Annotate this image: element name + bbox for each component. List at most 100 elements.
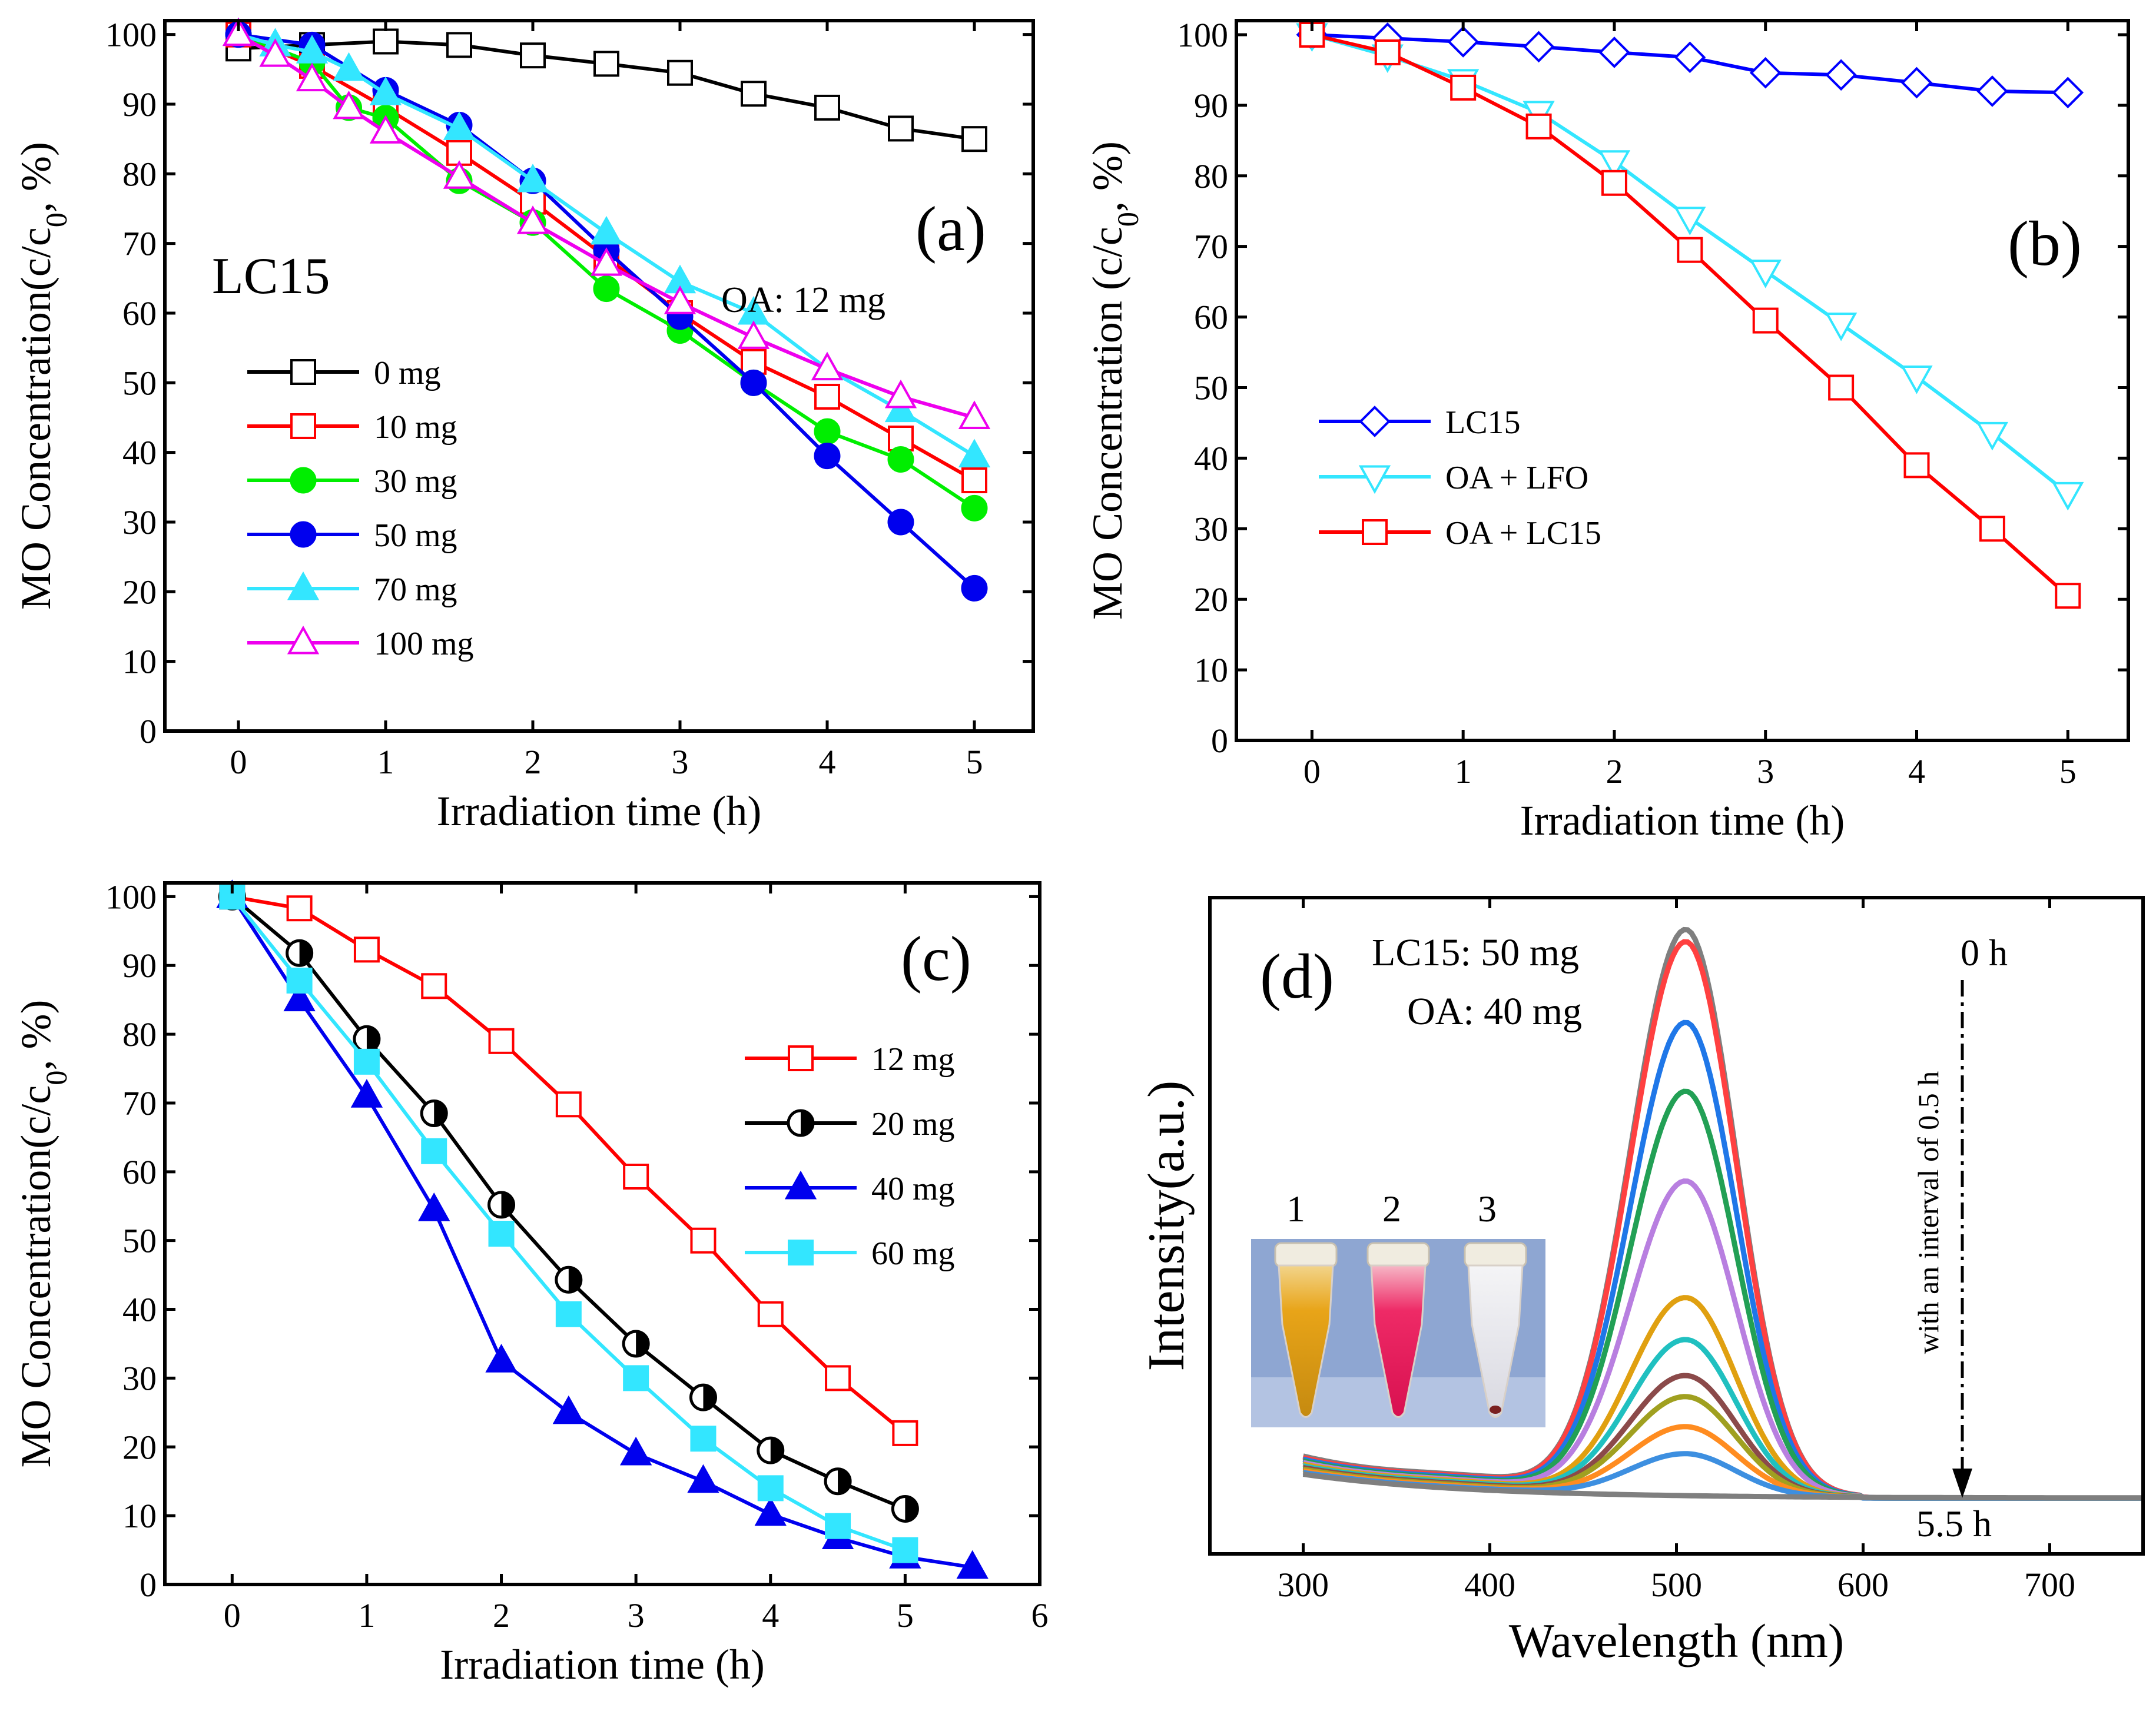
y-tick-label: 10 xyxy=(1194,651,1228,689)
data-point xyxy=(892,1537,918,1563)
x-tick-label: 6 xyxy=(1031,1596,1049,1635)
series-12-mg xyxy=(219,883,918,1446)
data-point xyxy=(1749,260,1782,288)
annotation-end-time: 5.5 h xyxy=(1916,1503,1992,1544)
series-line xyxy=(231,895,907,1435)
data-point xyxy=(690,1227,717,1254)
data-point xyxy=(373,28,399,55)
series-70-mg xyxy=(222,17,991,468)
annotation-lc15: LC15 xyxy=(212,248,330,305)
x-tick-label: 700 xyxy=(2024,1566,2075,1604)
data-point xyxy=(754,1497,787,1526)
data-point xyxy=(958,439,991,468)
data-point xyxy=(892,1420,918,1446)
series-40-mg xyxy=(216,879,989,1579)
series-oa-lc15 xyxy=(1299,21,2081,609)
y-tick-label: 100 xyxy=(105,16,157,54)
legend-marker xyxy=(287,571,320,600)
legend-label: 100 mg xyxy=(374,626,474,662)
x-tick-label: 0 xyxy=(224,1596,241,1635)
data-point xyxy=(1976,75,2008,107)
data-point xyxy=(488,1028,515,1054)
data-point xyxy=(814,443,841,470)
data-point xyxy=(1749,57,1782,89)
data-point xyxy=(2052,481,2084,511)
panel-d: 300 400 500 600 700 Wavelength (nm) Intensity(… xyxy=(1138,896,2145,1667)
legend-label: 50 mg xyxy=(374,517,457,554)
data-point xyxy=(487,1191,516,1219)
y-tick-label: 70 xyxy=(1194,228,1228,266)
x-tick-label: 500 xyxy=(1651,1566,1702,1604)
data-point xyxy=(757,1436,785,1464)
marker-half xyxy=(838,1469,851,1494)
data-point xyxy=(1900,366,1933,394)
data-point xyxy=(333,90,365,119)
data-point xyxy=(286,939,314,967)
data-point xyxy=(687,1464,719,1493)
x-axis-label: Irradiation time (h) xyxy=(440,1641,765,1688)
annotation-lc15-mass: LC15: 50 mg xyxy=(1372,931,1579,974)
legend: LC15 OA + LFO OA + LC15 xyxy=(1319,404,1601,552)
annotation-start-time: 0 h xyxy=(1961,932,2008,974)
data-point xyxy=(814,94,840,121)
x-tick-label: 5 xyxy=(2059,752,2077,790)
y-axis-label: Intensity(a.u.) xyxy=(1138,1081,1195,1371)
y-tick-label: 70 xyxy=(122,1084,157,1122)
series-20-mg xyxy=(218,882,919,1523)
data-point xyxy=(286,895,313,922)
legend: 12 mg 20 mg 40 mg 60 mg xyxy=(745,1041,955,1272)
y-tick-label: 20 xyxy=(1194,580,1228,619)
data-point xyxy=(353,1048,380,1075)
x-tick-label: 3 xyxy=(672,743,689,781)
data-point xyxy=(296,35,329,64)
data-point xyxy=(590,247,623,276)
y-tick-label: 40 xyxy=(122,1291,157,1329)
data-point xyxy=(2052,77,2084,109)
x-tick-label: 0 xyxy=(230,743,247,781)
legend-marker xyxy=(290,413,316,439)
y-tick-label: 100 xyxy=(1177,16,1228,54)
data-point xyxy=(369,77,402,105)
data-point xyxy=(1976,421,2009,451)
y-tick-label: 40 xyxy=(1194,439,1228,477)
panel-label: (c) xyxy=(901,924,971,994)
data-point xyxy=(590,215,623,245)
marker-half xyxy=(770,1438,783,1463)
annotation-interval: with an interval of 0.5 h xyxy=(1912,1071,1945,1354)
data-point xyxy=(1674,207,1706,235)
vial xyxy=(1274,1242,1338,1418)
inset-label: 3 xyxy=(1478,1188,1497,1230)
data-point xyxy=(421,973,447,999)
data-point xyxy=(825,1365,851,1391)
data-point xyxy=(757,1301,784,1327)
x-tick-label: 2 xyxy=(1606,752,1623,790)
y-tick-label: 80 xyxy=(122,155,157,193)
data-point xyxy=(1825,59,1857,91)
data-point xyxy=(1523,31,1555,63)
data-point xyxy=(1752,307,1779,334)
x-tick-label: 0 xyxy=(1303,752,1321,790)
x-tick-label: 5 xyxy=(966,743,983,781)
y-tick-label: 20 xyxy=(122,573,157,611)
legend-marker xyxy=(784,1170,817,1200)
y-axis-label: MO Concentration (c/c0, %) xyxy=(1084,141,1145,620)
data-point xyxy=(961,467,987,493)
data-point xyxy=(825,1513,851,1539)
data-point xyxy=(740,369,767,396)
y-tick-label: 10 xyxy=(122,643,157,681)
vial-cap xyxy=(1366,1242,1430,1268)
data-point xyxy=(757,1475,784,1502)
data-point xyxy=(1828,374,1855,401)
x-tick-label: 5 xyxy=(897,1596,914,1635)
x-axis-label: Irradiation time (h) xyxy=(1520,797,1845,844)
y-tick-label: 60 xyxy=(122,1153,157,1191)
data-point xyxy=(443,160,476,189)
panel-label: (a) xyxy=(916,194,986,264)
y-tick-label: 90 xyxy=(1194,87,1228,125)
legend-marker xyxy=(287,625,320,655)
x-axis-label: Wavelength (nm) xyxy=(1509,1614,1844,1667)
marker-half xyxy=(434,1101,447,1126)
x-tick-label: 3 xyxy=(628,1596,645,1635)
y-tick-label: 90 xyxy=(122,946,157,985)
y-tick-label: 100 xyxy=(105,878,157,916)
